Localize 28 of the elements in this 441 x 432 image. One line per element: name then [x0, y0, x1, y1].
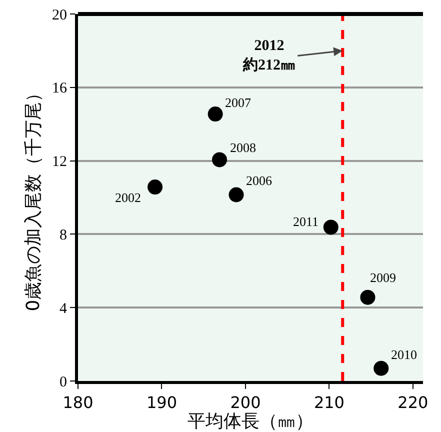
annotation: 2008	[230, 140, 256, 155]
point	[323, 220, 338, 235]
y-tick-label: 12	[52, 154, 67, 170]
y-tick-label: 8	[60, 227, 67, 244]
ref-line-label: 2012 約212㎜	[242, 38, 296, 74]
y-axis-title: 0歳魚の加入尾数（千万尾）	[23, 84, 44, 312]
annotation: 2006	[246, 173, 272, 188]
x-tick-label: 210	[314, 393, 344, 412]
point	[212, 152, 228, 168]
point	[228, 187, 244, 202]
annotation: 2011	[293, 214, 319, 229]
annotation: 2007	[225, 95, 252, 110]
x-tick-label: 200	[230, 393, 261, 412]
x-axis-title: 平均体長（㎜）	[188, 411, 314, 432]
annotation: 2002	[115, 190, 141, 205]
point	[208, 106, 223, 122]
y-tick-label: 16	[52, 80, 68, 97]
y-tick-label: 4	[60, 300, 68, 317]
point	[374, 360, 389, 376]
point	[360, 290, 376, 305]
annotation: 2009	[370, 270, 396, 285]
x-tick-label: 190	[146, 393, 178, 412]
x-tick-label: 180	[62, 393, 94, 412]
point	[148, 180, 163, 195]
annotation: 2010	[391, 347, 417, 362]
y-tick-label: 20	[52, 7, 67, 24]
y-tick-label: 0	[60, 374, 67, 390]
x-tick-label: 220	[398, 393, 428, 412]
